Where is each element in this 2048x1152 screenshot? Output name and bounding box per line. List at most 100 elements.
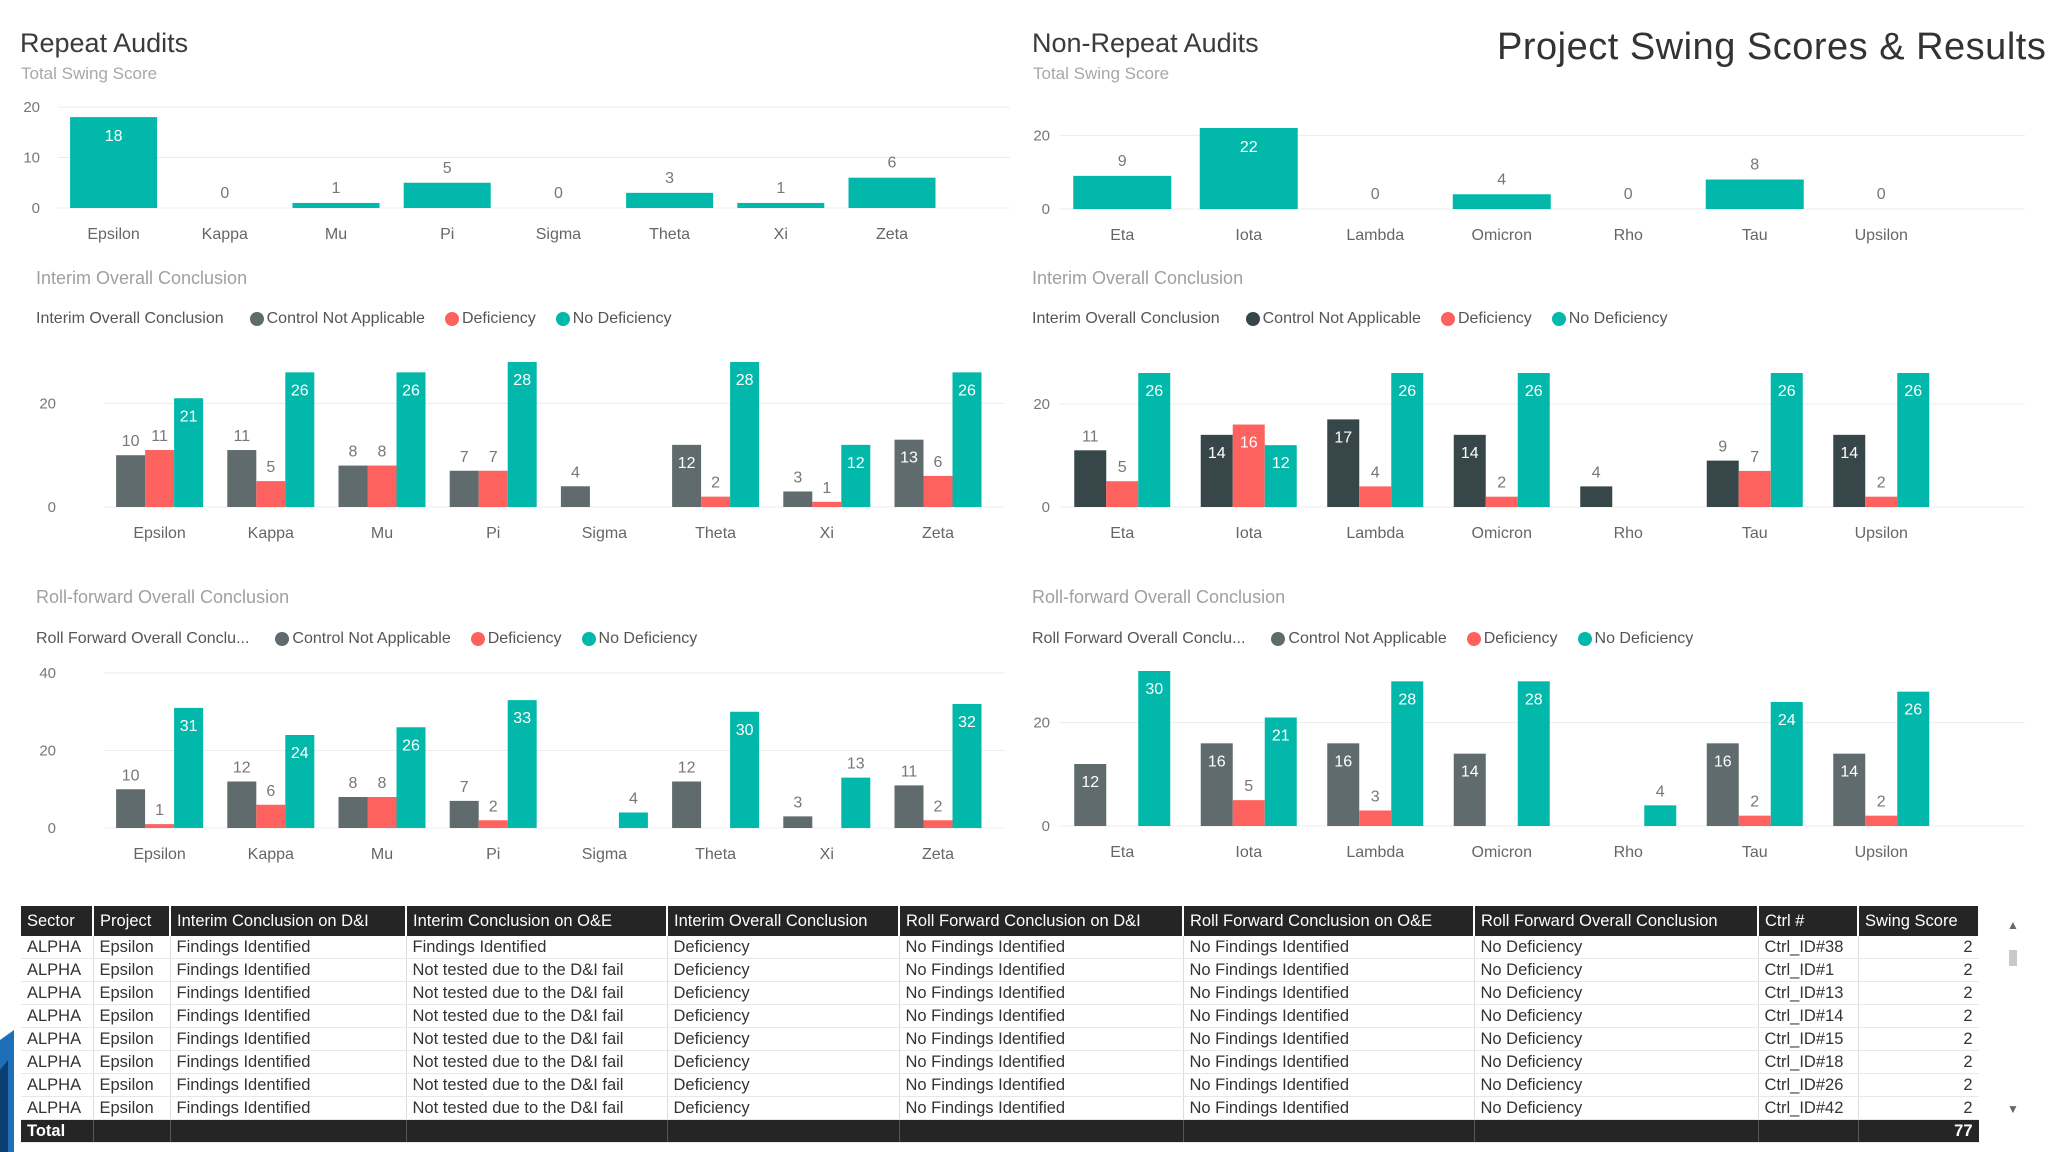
bar[interactable] (116, 789, 146, 828)
bar[interactable] (1327, 743, 1360, 826)
bar[interactable] (1517, 373, 1550, 507)
bar[interactable] (626, 192, 714, 208)
bar[interactable] (1200, 434, 1233, 507)
bar[interactable] (174, 707, 204, 828)
bar[interactable] (1897, 373, 1930, 507)
table-scrollbar[interactable]: ▲ ▼ (2004, 906, 2022, 1126)
bar[interactable] (338, 797, 368, 828)
column-header[interactable]: Project (93, 906, 171, 936)
bar[interactable] (145, 824, 175, 828)
bar[interactable] (116, 455, 146, 507)
scroll-thumb[interactable] (2009, 950, 2017, 966)
bar[interactable] (507, 700, 537, 828)
bar[interactable] (449, 470, 479, 507)
table-row[interactable]: ALPHA Epsilon Findings Identified Not teste… (21, 981, 1979, 1005)
bar[interactable] (70, 117, 158, 208)
bar[interactable] (1644, 805, 1677, 826)
bar[interactable] (672, 444, 702, 507)
legend-item-nodef[interactable]: No Deficiency (581, 630, 697, 648)
bar[interactable] (145, 450, 175, 507)
bar[interactable] (1138, 373, 1171, 507)
bar[interactable] (848, 177, 936, 208)
bar[interactable] (618, 812, 648, 829)
bar[interactable] (841, 777, 871, 828)
bar[interactable] (403, 182, 491, 208)
nonrepeat-swing-chart[interactable]: 0 20 9 Eta 22 Iota 0 Lambda 4 Omicron 0 Rho 8 Tau 0 Ups… (1010, 90, 2035, 250)
bar[interactable] (894, 439, 924, 507)
bar[interactable] (256, 481, 286, 507)
bar[interactable] (1706, 743, 1739, 826)
legend-item-nodef[interactable]: No Deficiency (1551, 310, 1667, 328)
bar[interactable] (737, 202, 825, 208)
bar[interactable] (507, 362, 537, 507)
table-row[interactable]: ALPHA Epsilon Findings Identified Findings … (21, 936, 1979, 959)
bar[interactable] (227, 781, 257, 829)
bar[interactable] (1138, 671, 1171, 826)
bar[interactable] (1199, 128, 1298, 209)
legend-item-nodef[interactable]: No Deficiency (1577, 630, 1693, 648)
bar[interactable] (367, 797, 397, 828)
scroll-up-icon[interactable]: ▲ (2007, 918, 2019, 932)
bar[interactable] (1738, 815, 1771, 826)
legend-item-cna[interactable]: Control Not Applicable (1271, 630, 1447, 648)
table-row[interactable]: ALPHA Epsilon Findings Identified Not teste… (21, 1050, 1979, 1074)
bar[interactable] (1897, 691, 1930, 826)
bar[interactable] (449, 800, 479, 828)
legend-item-def[interactable]: Deficiency (444, 310, 536, 328)
legend-item-cna[interactable]: Control Not Applicable (275, 630, 451, 648)
bar[interactable] (1865, 815, 1898, 826)
bar[interactable] (560, 486, 590, 507)
bar[interactable] (923, 475, 953, 507)
bar[interactable] (923, 820, 953, 828)
legend-item-nodef[interactable]: No Deficiency (555, 310, 671, 328)
bar[interactable] (1453, 753, 1486, 826)
table-row[interactable]: ALPHA Epsilon Findings Identified Not teste… (21, 1073, 1979, 1097)
bar[interactable] (1705, 179, 1804, 209)
bar[interactable] (1833, 434, 1866, 507)
bar[interactable] (1074, 450, 1107, 507)
bar[interactable] (841, 444, 871, 507)
column-header[interactable]: Interim Conclusion on O&E (406, 906, 668, 936)
column-header[interactable]: Roll Forward Conclusion on O&E (1183, 906, 1475, 936)
column-header[interactable]: Interim Conclusion on D&I (170, 906, 407, 936)
bar[interactable] (952, 372, 982, 507)
table-row[interactable]: ALPHA Epsilon Findings Identified Not teste… (21, 1096, 1979, 1120)
bar[interactable] (1359, 486, 1392, 507)
bar[interactable] (1074, 764, 1107, 826)
repeat-swing-chart[interactable]: 0 10 20 18 Epsilon 0 Kappa 1 Mu 5 Pi 0 Sigma 3 Theta 1 X… (0, 90, 1010, 250)
bar[interactable] (1106, 481, 1139, 507)
table-row[interactable]: ALPHA Epsilon Findings Identified Not teste… (21, 1027, 1979, 1051)
nonrepeat-rollforward-chart[interactable]: 0 20 12 30 Eta 16 5 21 Iota 16 3 28 Lambda 14 28 Omicro… (1010, 660, 2035, 870)
bar[interactable] (1485, 496, 1518, 507)
bar[interactable] (1770, 373, 1803, 507)
bar[interactable] (478, 820, 508, 828)
bar[interactable] (1232, 800, 1265, 826)
column-header[interactable]: Ctrl # (1758, 906, 1859, 936)
bar[interactable] (1453, 434, 1486, 507)
bar[interactable] (1452, 194, 1551, 209)
bar[interactable] (478, 470, 508, 507)
bar[interactable] (730, 362, 760, 507)
legend-item-cna[interactable]: Control Not Applicable (1245, 310, 1421, 328)
bar[interactable] (783, 491, 813, 507)
legend-item-cna[interactable]: Control Not Applicable (249, 310, 425, 328)
column-header[interactable]: Roll Forward Conclusion on D&I (899, 906, 1184, 936)
column-header[interactable]: Swing Score (1858, 906, 1979, 936)
bar[interactable] (1391, 681, 1424, 826)
legend-item-def[interactable]: Deficiency (1440, 310, 1532, 328)
bar[interactable] (174, 398, 204, 507)
bar[interactable] (1738, 470, 1771, 507)
bar[interactable] (894, 785, 924, 828)
bar[interactable] (1706, 460, 1739, 507)
scroll-down-icon[interactable]: ▼ (2007, 1102, 2019, 1116)
bar[interactable] (1580, 486, 1613, 507)
bar[interactable] (1232, 424, 1265, 507)
bar[interactable] (1264, 445, 1297, 507)
detail-table-container[interactable]: Sector Project Interim Conclusion on D&I In… (21, 906, 1979, 1146)
bar[interactable] (701, 496, 731, 507)
bar[interactable] (1264, 717, 1297, 827)
legend-item-def[interactable]: Deficiency (1466, 630, 1558, 648)
column-header[interactable]: Sector (21, 906, 94, 936)
bar[interactable] (367, 465, 397, 507)
